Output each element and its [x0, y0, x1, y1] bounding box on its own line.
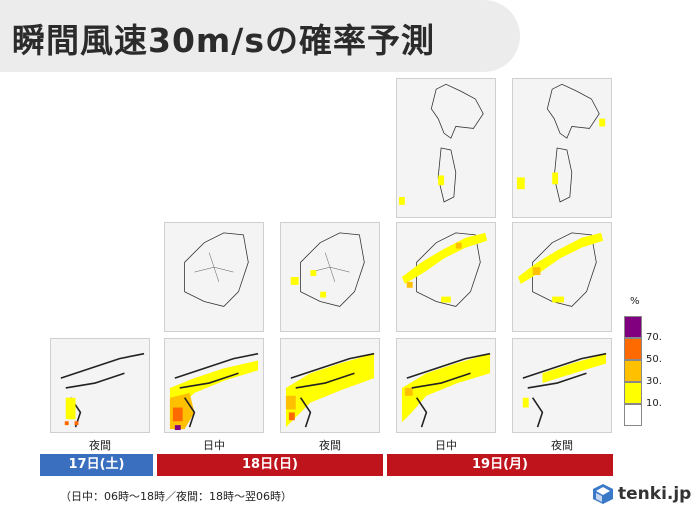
period-label-19-night: 夜間	[551, 439, 573, 452]
west-japan-map	[522, 352, 607, 428]
tenki-logo[interactable]: tenki.jp	[592, 480, 692, 508]
kanto-map	[290, 232, 365, 307]
kanto-map	[401, 232, 488, 307]
logo-text: tenki.jp	[618, 484, 692, 504]
probability-legend: % 70. 50. 30. 10.	[620, 296, 690, 436]
legend-label-30: 30.	[646, 376, 662, 387]
map-west-19-day	[396, 338, 496, 433]
period-label-18-night: 夜間	[319, 439, 341, 452]
map-kanto-18-night	[280, 222, 380, 332]
legend-swatch-50	[624, 338, 642, 360]
legend-label-10: 10.	[646, 398, 662, 409]
map-west-17-night	[50, 338, 150, 433]
west-japan-map	[60, 352, 145, 428]
legend-swatch-30	[624, 360, 642, 382]
map-west-18-night	[280, 338, 380, 433]
map-hokkaido-19-day	[396, 78, 496, 218]
period-label-17-night: 夜間	[89, 439, 111, 452]
map-west-19-night	[512, 338, 612, 433]
west-japan-map	[401, 352, 491, 428]
hokkaido-map	[398, 83, 484, 205]
map-kanto-19-night	[512, 222, 612, 332]
map-kanto-18-day	[164, 222, 264, 332]
period-label-18-day: 日中	[203, 439, 225, 452]
legend-unit: %	[630, 296, 640, 307]
period-label-19-day: 日中	[435, 439, 457, 452]
legend-label-50: 50.	[646, 354, 662, 365]
map-kanto-19-day	[396, 222, 496, 332]
page-title: 瞬間風速30m/sの確率予測	[12, 21, 436, 60]
map-hokkaido-19-night	[512, 78, 612, 218]
day-bar-18: 18日(日)	[157, 454, 383, 476]
legend-swatch-0	[624, 404, 642, 426]
hokkaido-map	[516, 83, 606, 203]
footnote: （日中：06時～18時／夜間：18時～翌06時）	[60, 490, 292, 503]
legend-swatch-70	[624, 316, 642, 338]
tenki-logo-icon	[593, 484, 613, 504]
kanto-map	[184, 232, 249, 307]
title-bar: 瞬間風速30m/sの確率予測	[0, 0, 520, 72]
kanto-map	[517, 232, 604, 307]
west-japan-map	[169, 352, 259, 431]
map-west-18-day	[164, 338, 264, 433]
day-bar-19: 19日(月)	[387, 454, 613, 476]
legend-label-70: 70.	[646, 332, 662, 343]
day-bar-17: 17日(土)	[40, 454, 153, 476]
west-japan-map	[285, 352, 375, 428]
legend-swatch-10	[624, 382, 642, 404]
